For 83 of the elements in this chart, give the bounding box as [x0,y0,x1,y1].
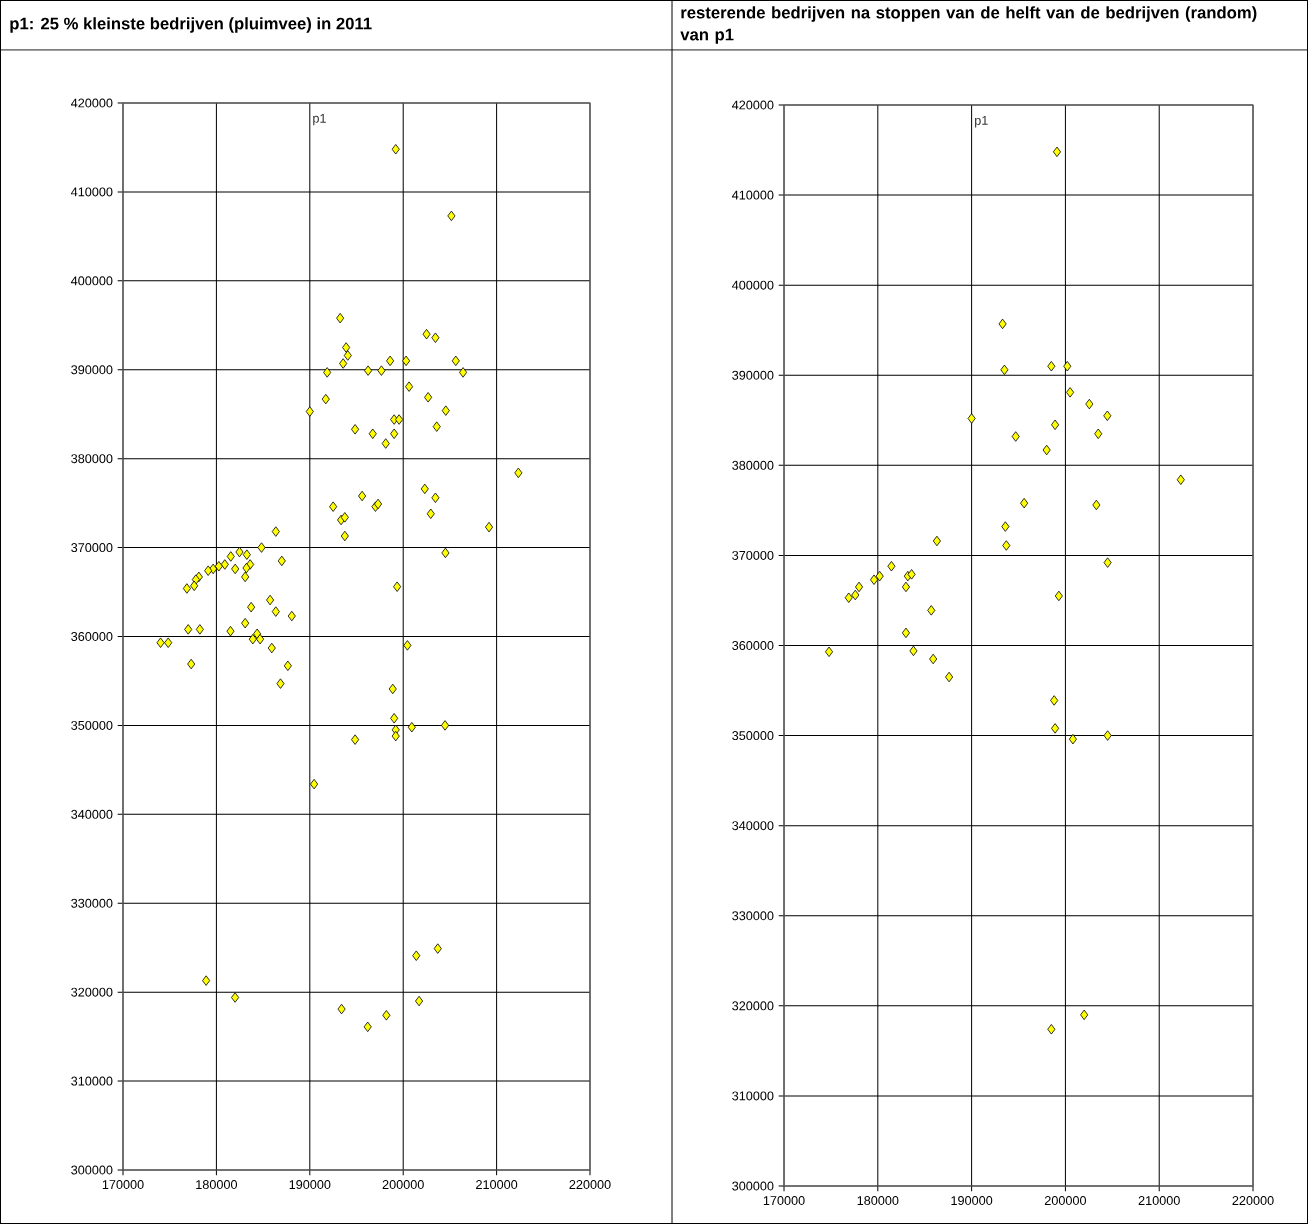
y-tick-label: 400000 [731,280,774,290]
point [1103,557,1112,568]
point [1103,730,1112,741]
point [1047,1024,1056,1035]
x-tick-label: 210000 [1138,1196,1180,1206]
point [998,318,1007,330]
point [967,413,976,424]
x-tick-label: 170000 [102,1180,144,1190]
y-tick-label: 310000 [732,1091,774,1101]
point [1020,497,1029,509]
y-tick-label: 380000 [732,460,774,470]
y-tick-label: 320000 [732,1001,774,1011]
point [887,561,896,572]
chart-title: resterende bedrijven na stoppen van de helft van de bedrijven (random) van p1 [680,6,1257,44]
point [927,605,936,616]
x-tick-label: 190000 [289,1180,331,1190]
point [1085,398,1094,410]
point [1051,723,1060,734]
point [901,627,910,639]
x-tick-label: 170000 [763,1196,805,1206]
y-tick-label: 390000 [71,365,113,375]
y-tick-label: 400000 [70,276,113,286]
point [1080,1009,1089,1021]
point [945,671,954,683]
point [1068,733,1077,745]
point [1002,540,1011,551]
point [1052,146,1061,158]
point [825,646,834,657]
point [932,535,941,547]
point [1050,695,1059,706]
y-tick-label: 350000 [732,731,774,741]
point [870,574,879,585]
point [929,653,938,665]
point [907,569,916,580]
x-tick-label: 200000 [382,1180,424,1190]
y-tick-label: 370000 [71,543,113,553]
y-tick-label: 300000 [71,1165,113,1175]
point [1103,410,1112,421]
point [909,645,918,657]
point [844,592,853,603]
y-tick-label: 390000 [732,370,774,380]
y-tick-label: 350000 [71,720,113,730]
y-tick-label: 420000 [70,98,113,108]
y-tick-label: 320000 [71,987,113,997]
point [1001,521,1010,532]
point [851,589,860,601]
point [1011,431,1020,442]
x-tick-label: 200000 [1044,1196,1087,1206]
y-tick-label: 340000 [71,809,113,819]
x-tick-label: 210000 [476,1180,518,1190]
chart-title: p1: 25 % kleinste bedrijven (pluimvee) in 2011 [10,17,372,33]
y-tick-label: 380000 [71,454,113,464]
annotation: p1 [313,113,326,126]
y-tick-label: 360000 [732,641,774,650]
point [1054,590,1063,602]
point [1063,361,1072,372]
point [1051,419,1060,430]
y-tick-label: 340000 [732,821,774,831]
point [1000,364,1009,376]
y-tick-label: 420000 [731,100,774,110]
y-tick-label: 370000 [732,550,774,560]
x-tick-label: 190000 [951,1196,993,1206]
point [1042,444,1051,456]
point [1176,474,1185,485]
y-tick-label: 310000 [71,1076,113,1086]
y-tick-label: 330000 [71,898,113,908]
x-tick-label: 220000 [1232,1196,1274,1206]
y-tick-label: 410000 [731,190,774,200]
point [875,570,884,582]
y-tick-label: 410000 [70,187,113,197]
point [1047,361,1056,372]
point [901,581,910,593]
point [1092,499,1101,511]
x-tick-label: 180000 [196,1180,238,1190]
x-tick-label: 180000 [857,1196,899,1206]
y-tick-label: 330000 [732,911,774,921]
annotation: p1 [975,116,988,128]
y-tick-label: 360000 [71,632,113,641]
point [855,581,864,593]
y-tick-label: 300000 [732,1181,774,1191]
point [1094,428,1103,439]
point [1066,387,1075,398]
x-tick-label: 220000 [569,1180,611,1190]
